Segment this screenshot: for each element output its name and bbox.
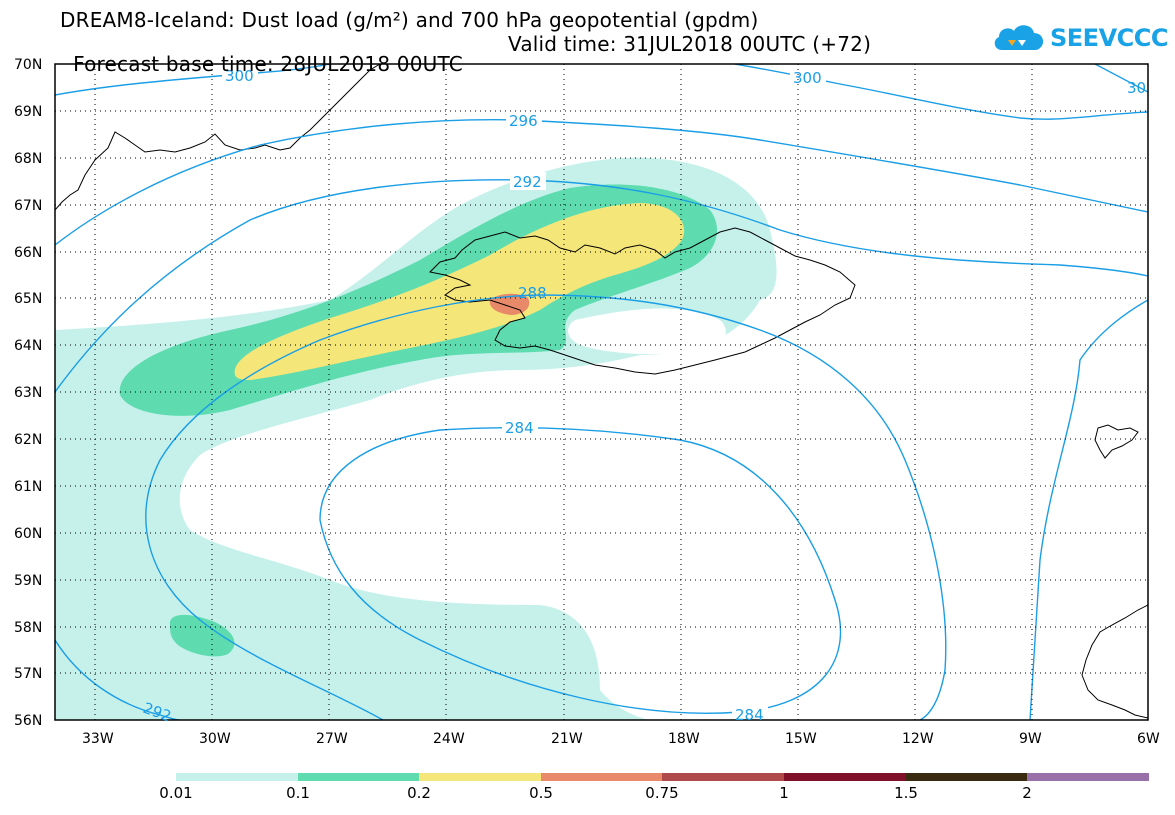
- logo-text: SEEVCCC: [1050, 24, 1169, 52]
- lon-tick-label: 33W: [82, 731, 114, 747]
- colorbar: [176, 773, 1149, 781]
- colorbar-swatch: [1027, 773, 1149, 781]
- contour-label: 300: [793, 69, 822, 87]
- lat-tick-label: 66N: [14, 245, 42, 261]
- lat-tick-label: 60N: [14, 526, 42, 542]
- iceland-coastline: [428, 227, 856, 375]
- colorbar-swatch: [419, 773, 541, 781]
- forecast-times: Forecast base time: 28JUL2018 00UTC Vali…: [60, 34, 871, 94]
- contour-288: [145, 294, 947, 720]
- lat-tick-label: 62N: [14, 432, 42, 448]
- colorbar-swatch: [176, 773, 298, 781]
- chart-title: DREAM8-Iceland: Dust load (g/m²) and 700…: [60, 8, 759, 32]
- latitude-axis: 70N 69N 68N 67N 66N 65N 64N 63N 62N 61N …: [14, 57, 42, 729]
- lon-tick-label: 30W: [199, 731, 231, 747]
- contour-300-ne: [1094, 64, 1148, 93]
- lat-tick-label: 67N: [14, 198, 42, 214]
- lat-tick-label: 70N: [14, 57, 42, 73]
- dust-gap: [568, 308, 726, 355]
- contour-label: 300: [225, 67, 254, 85]
- cloud-icon: [994, 25, 1044, 50]
- lat-tick-label: 65N: [14, 291, 42, 307]
- lat-tick-label: 69N: [14, 104, 42, 120]
- base-time: Forecast base time: 28JUL2018 00UTC: [73, 52, 463, 76]
- lon-tick-label: 6W: [1137, 731, 1160, 747]
- colorbar-label: 0.1: [286, 784, 310, 802]
- contour-label: 284: [505, 419, 534, 437]
- colorbar-swatch: [541, 773, 662, 781]
- dust-patch-0.1: [169, 614, 235, 657]
- lon-tick-label: 24W: [433, 731, 465, 747]
- valid-time: Valid time: 31JUL2018 00UTC (+72): [508, 32, 872, 56]
- scotland-coastline: [1081, 604, 1148, 719]
- longitude-axis: 33W 30W 27W 24W 21W 18W 15W 12W 9W 6W: [82, 731, 1160, 747]
- contour-label: 292: [513, 173, 542, 191]
- colorbar-label: 0.75: [645, 784, 679, 802]
- lon-tick-label: 18W: [668, 731, 700, 747]
- contour-296: [55, 118, 1148, 246]
- colorbar-label: 0.01: [159, 784, 193, 802]
- colorbar-label: 0.5: [529, 784, 553, 802]
- contour-label: 284: [735, 706, 764, 724]
- lat-tick-label: 64N: [14, 338, 42, 354]
- contour-label: 30: [1127, 79, 1146, 97]
- colorbar-label: 0.2: [407, 784, 431, 802]
- contour-label: 296: [509, 112, 538, 130]
- colorbar-swatch: [906, 773, 1027, 781]
- map-frame: [54, 63, 1149, 721]
- colorbar-label: 1: [779, 784, 789, 802]
- lat-tick-label: 58N: [14, 620, 42, 636]
- colorbar-swatch: [784, 773, 906, 781]
- contour-label: 288: [518, 284, 547, 302]
- lon-tick-label: 15W: [785, 731, 817, 747]
- lat-tick-label: 59N: [14, 573, 42, 589]
- lon-tick-label: 9W: [1019, 731, 1042, 747]
- lon-tick-label: 21W: [551, 731, 583, 747]
- lon-tick-label: 27W: [316, 731, 348, 747]
- lat-tick-label: 61N: [14, 479, 42, 495]
- seevccc-logo: SEEVCCC: [990, 16, 1169, 60]
- contour-292: [55, 179, 1148, 720]
- dust-region-0.2: [234, 203, 685, 380]
- lat-tick-label: 57N: [14, 666, 42, 682]
- colorbar-label: 2: [1022, 784, 1032, 802]
- colorbar-label: 1.5: [894, 784, 918, 802]
- lat-tick-label: 56N: [14, 713, 42, 729]
- colorbar-swatch: [298, 773, 419, 781]
- lon-tick-label: 12W: [902, 731, 934, 747]
- gridlines: [55, 64, 1148, 720]
- faroe-coastline: [1094, 424, 1139, 459]
- lat-tick-label: 68N: [14, 151, 42, 167]
- colorbar-swatch: [662, 773, 784, 781]
- lat-tick-label: 63N: [14, 385, 42, 401]
